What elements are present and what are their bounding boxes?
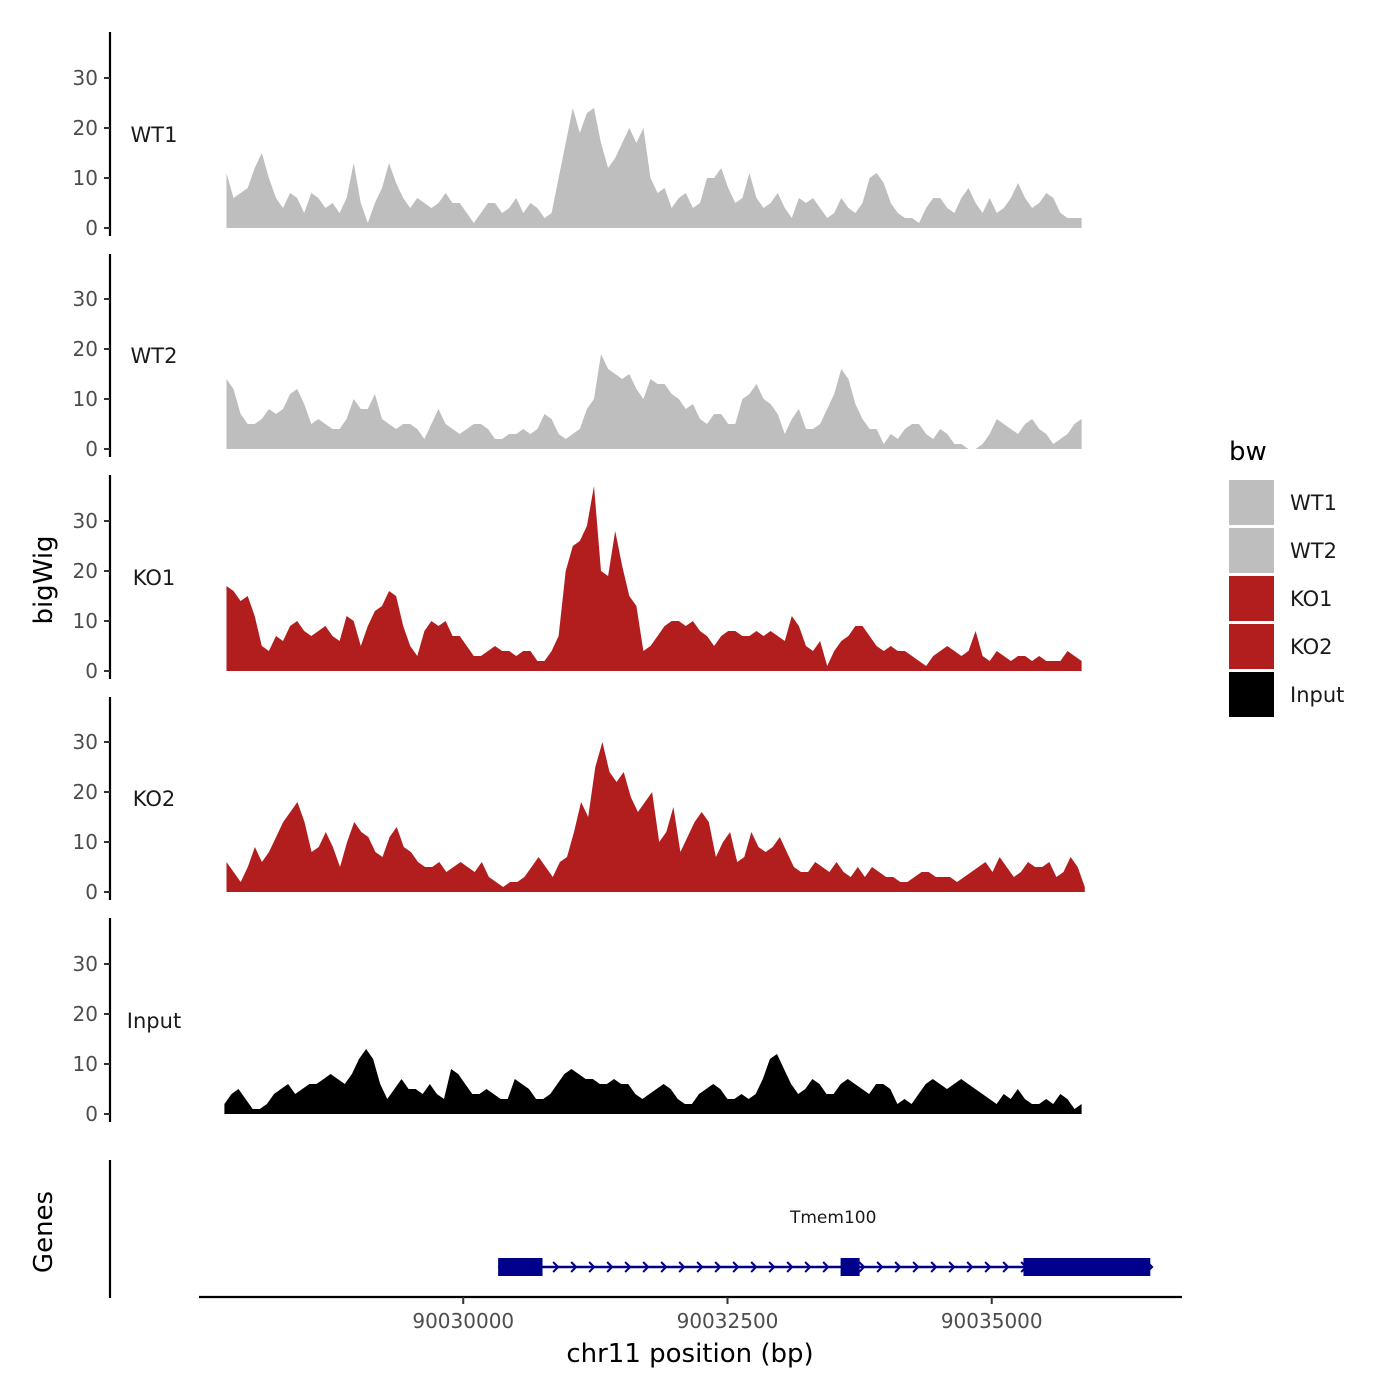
strand-arrow	[894, 1261, 902, 1273]
track-label-wt1: WT1	[131, 123, 178, 147]
y-tick-label: 10	[73, 387, 98, 411]
strand-arrow	[804, 1261, 812, 1273]
y-tick-label: 0	[85, 1102, 98, 1126]
legend-label-ko2: KO2	[1290, 635, 1333, 659]
y-tick-label: 20	[73, 559, 98, 583]
strand-arrow	[966, 1261, 974, 1273]
strand-arrow	[750, 1261, 758, 1273]
track-label-input: Input	[127, 1009, 181, 1033]
y-tick-label: 10	[73, 166, 98, 190]
strand-arrow	[678, 1261, 686, 1273]
y-axis-title: bigWig	[29, 535, 59, 624]
legend-label-input: Input	[1290, 683, 1344, 707]
strand-arrow	[876, 1261, 884, 1273]
legend: bw WT1 WT2 KO1 KO2 Input	[1229, 437, 1344, 717]
gene-label: Tmem100	[789, 1208, 876, 1228]
y-tick-label: 20	[73, 337, 98, 361]
y-tick-label: 30	[73, 287, 98, 311]
strand-arrow	[930, 1261, 938, 1273]
coverage-area-ko2	[226, 742, 1085, 892]
legend-label-ko1: KO1	[1290, 587, 1333, 611]
x-tick-label: 90032500	[677, 1309, 779, 1333]
x-tick-label: 90035000	[941, 1309, 1043, 1333]
strand-arrow	[786, 1261, 794, 1273]
track-input: 0 10 20 30 Input	[73, 918, 1082, 1126]
track-wt2: 0 10 20 30 WT2	[73, 254, 1082, 461]
x-tick-label: 90030000	[412, 1309, 514, 1333]
strand-arrow	[642, 1261, 650, 1273]
strand-arrow	[660, 1261, 668, 1273]
track-label-wt2: WT2	[131, 344, 178, 368]
coverage-area-wt1	[226, 108, 1082, 228]
genes-axis-title: Genes	[29, 1191, 59, 1273]
y-tick-label: 0	[85, 216, 98, 240]
coverage-area-wt2	[226, 354, 1082, 449]
track-ko1: 0 10 20 30 KO1	[73, 475, 1082, 683]
y-tick-label: 10	[73, 1052, 98, 1076]
legend-key-wt2	[1229, 528, 1274, 573]
strand-arrow	[624, 1261, 632, 1273]
track-label-ko2: KO2	[133, 787, 176, 811]
strand-arrow	[552, 1261, 560, 1273]
track-label-ko1: KO1	[133, 566, 176, 590]
coverage-area-input	[224, 1049, 1082, 1114]
strand-arrow	[588, 1261, 596, 1273]
track-wt1: 0 10 20 30 WT1	[73, 32, 1082, 240]
y-tick-label: 30	[73, 730, 98, 754]
gene-exon	[498, 1258, 543, 1276]
strand-arrow	[822, 1261, 830, 1273]
strand-arrow	[912, 1261, 920, 1273]
strand-arrow	[858, 1261, 866, 1273]
y-tick-label: 30	[73, 509, 98, 533]
coverage-tracks: 0 10 20 30 WT1 0 10 20 30 WT2 0 10 20 30 KO1 0 10 20 30 KO2…	[73, 32, 1085, 1126]
coverage-area-ko1	[226, 486, 1082, 671]
strand-arrow	[948, 1261, 956, 1273]
gene-exon	[1023, 1258, 1151, 1276]
y-tick-label: 30	[73, 66, 98, 90]
track-ko2: 0 10 20 30 KO2	[73, 697, 1085, 904]
x-axis-title: chr11 position (bp)	[566, 1339, 813, 1369]
y-tick-label: 10	[73, 830, 98, 854]
strand-arrow	[732, 1261, 740, 1273]
y-tick-label: 20	[73, 1002, 98, 1026]
strand-arrow	[714, 1261, 722, 1273]
legend-title: bw	[1229, 437, 1267, 467]
strand-arrow	[696, 1261, 704, 1273]
y-tick-label: 0	[85, 659, 98, 683]
gene-track: 90030000 90032500 90035000 Tmem100	[108, 1160, 1182, 1333]
legend-key-input	[1229, 672, 1274, 717]
strand-arrow	[570, 1261, 578, 1273]
legend-key-wt1	[1229, 480, 1274, 525]
legend-label-wt2: WT2	[1290, 539, 1337, 563]
strand-arrow	[606, 1261, 614, 1273]
strand-arrow	[984, 1261, 992, 1273]
gene-tmem100: Tmem100	[498, 1208, 1154, 1276]
legend-label-wt1: WT1	[1290, 491, 1337, 515]
y-tick-label: 30	[73, 952, 98, 976]
strand-arrow	[1002, 1261, 1010, 1273]
legend-key-ko2	[1229, 624, 1274, 669]
y-tick-label: 20	[73, 116, 98, 140]
y-tick-label: 10	[73, 609, 98, 633]
y-tick-label: 20	[73, 780, 98, 804]
legend-key-ko1	[1229, 576, 1274, 621]
y-tick-label: 0	[85, 880, 98, 904]
y-tick-label: 0	[85, 437, 98, 461]
strand-arrow	[768, 1261, 776, 1273]
gene-exon	[840, 1258, 860, 1276]
